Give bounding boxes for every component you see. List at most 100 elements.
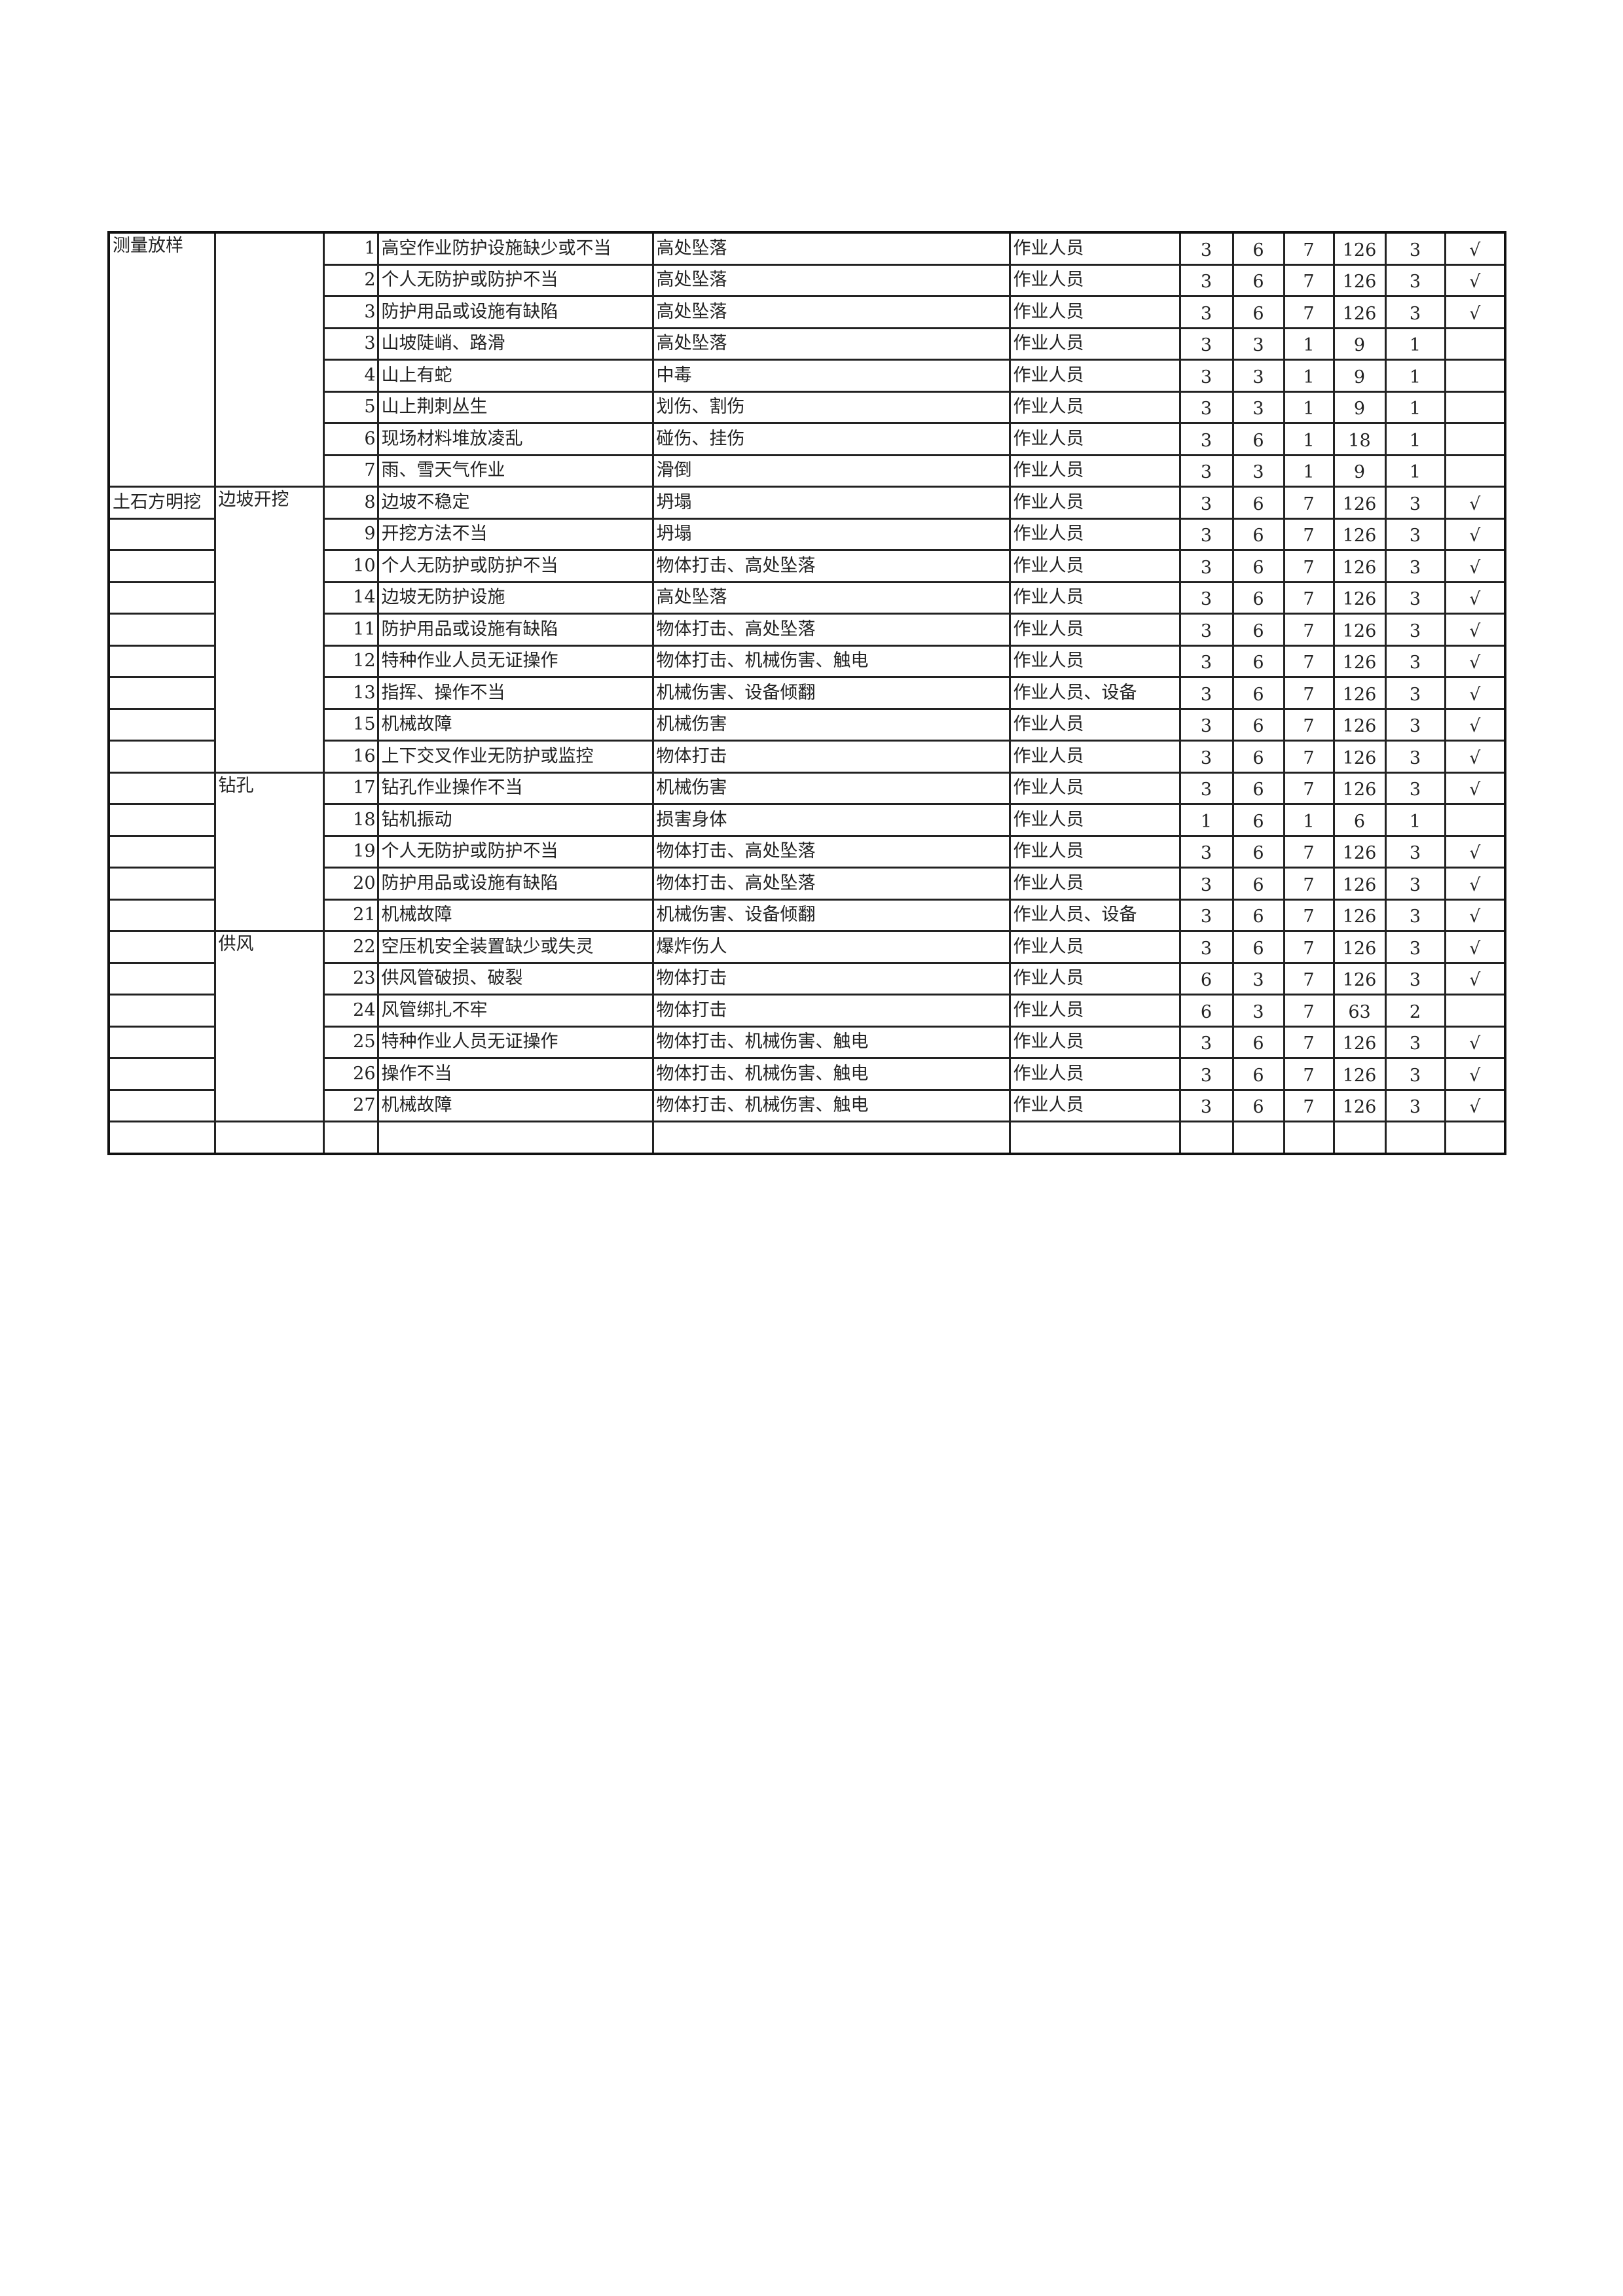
- likelihood-L: 6: [1178, 961, 1234, 996]
- affected-object: 作业人员、设备: [1008, 898, 1181, 932]
- hazard-assessment-table: 测量放样 1 高空作业防护设施缺少或不当 高处坠落 作业人员 3 6 7 126 3 √ 2 个人无防护…: [107, 231, 1506, 1155]
- consequence-C: 7: [1283, 1088, 1335, 1122]
- major-hazard-mark: [1444, 359, 1506, 393]
- affected-object: 作业人员: [1008, 263, 1181, 297]
- consequence-C: 7: [1283, 771, 1335, 805]
- consequence-C: 7: [1283, 867, 1335, 901]
- possible-accident: 物体打击、机械伤害、触电: [651, 1088, 1011, 1122]
- risk-level: 3: [1384, 231, 1446, 266]
- risk-level: 1: [1384, 390, 1446, 424]
- affected-object: 作业人员: [1008, 930, 1181, 964]
- consequence-C: 7: [1283, 898, 1335, 932]
- exposure-E: 6: [1231, 263, 1285, 297]
- likelihood-L: [1178, 1121, 1234, 1155]
- row-number: 11: [322, 613, 379, 647]
- likelihood-L: 3: [1178, 327, 1234, 361]
- exposure-E: [1231, 1121, 1285, 1155]
- likelihood-L: 1: [1178, 803, 1234, 837]
- exposure-E: 6: [1231, 231, 1285, 266]
- table-row: 26 操作不当 物体打击、机械伤害、触电 作业人员 3 6 7 126 3 √: [107, 1057, 1506, 1091]
- row-number: 21: [322, 898, 379, 932]
- possible-accident: 物体打击、高处坠落: [651, 834, 1011, 869]
- row-number: 1: [322, 231, 379, 266]
- exposure-E: 3: [1231, 359, 1285, 393]
- risk-level: 1: [1384, 359, 1446, 393]
- likelihood-L: 3: [1178, 390, 1234, 424]
- risk-score-D: 126: [1332, 867, 1387, 901]
- table-row: 21 机械故障 机械伤害、设备倾翻 作业人员、设备 3 6 7 126 3 √: [107, 898, 1506, 932]
- exposure-E: 6: [1231, 581, 1285, 615]
- possible-accident: 高处坠落: [651, 295, 1011, 329]
- table-row: 24 风管绑扎不牢 物体打击 作业人员 6 3 7 63 2: [107, 994, 1506, 1028]
- row-number: 8: [322, 486, 379, 520]
- risk-score-D: 126: [1332, 961, 1387, 996]
- hazard-factor: 雨、雪天气作业: [376, 454, 654, 488]
- risk-level: 3: [1384, 1088, 1446, 1122]
- risk-score-D: 18: [1332, 422, 1387, 456]
- row-number: 18: [322, 803, 379, 837]
- risk-level: 3: [1384, 549, 1446, 583]
- major-hazard-mark: √: [1444, 613, 1506, 647]
- affected-object: 作业人员: [1008, 1057, 1181, 1091]
- possible-accident: 划伤、割伤: [651, 390, 1011, 424]
- consequence-C: 7: [1283, 834, 1335, 869]
- row-number: 26: [322, 1057, 379, 1091]
- exposure-E: 6: [1231, 486, 1285, 520]
- row-number: 6: [322, 422, 379, 456]
- affected-object: 作业人员: [1008, 1025, 1181, 1059]
- hazard-factor: 防护用品或设施有缺陷: [376, 613, 654, 647]
- possible-accident: 高处坠落: [651, 231, 1011, 266]
- activity-cell: [107, 549, 216, 583]
- possible-accident: 碰伤、挂伤: [651, 422, 1011, 456]
- table-row: 23 供风管破损、破裂 物体打击 作业人员 6 3 7 126 3 √: [107, 961, 1506, 996]
- exposure-E: 6: [1231, 771, 1285, 805]
- table-row: 3 防护用品或设施有缺陷 高处坠落 作业人员 3 6 7 126 3 √: [109, 295, 1506, 329]
- possible-accident: 损害身体: [651, 803, 1011, 837]
- activity-cell: [107, 994, 216, 1028]
- row-number: 19: [322, 834, 379, 869]
- activity-cell: [107, 613, 216, 647]
- risk-level: 3: [1384, 1057, 1446, 1091]
- affected-object: 作业人员: [1008, 295, 1181, 329]
- likelihood-L: 3: [1178, 1057, 1234, 1091]
- exposure-E: 6: [1231, 1057, 1285, 1091]
- table-row-empty: [107, 1121, 1506, 1155]
- table-row: 27 机械故障 物体打击、机械伤害、触电 作业人员 3 6 7 126 3 √: [107, 1088, 1506, 1122]
- exposure-E: 6: [1231, 422, 1285, 456]
- exposure-E: 6: [1231, 930, 1285, 964]
- major-hazard-mark: [1444, 327, 1506, 361]
- risk-score-D: 126: [1332, 1057, 1387, 1091]
- table-row: 测量放样 1 高空作业防护设施缺少或不当 高处坠落 作业人员 3 6 7 126 3 √: [107, 231, 1506, 488]
- table-row: 13 指挥、操作不当 机械伤害、设备倾翻 作业人员、设备 3 6 7 126 3 √: [107, 676, 1506, 710]
- possible-accident: 物体打击、机械伤害、触电: [651, 1057, 1011, 1091]
- consequence-C: 7: [1283, 517, 1335, 551]
- risk-score-D: 126: [1332, 930, 1387, 964]
- possible-accident: 爆炸伤人: [651, 930, 1011, 964]
- table-row: 4 山上有蛇 中毒 作业人员 3 3 1 9 1: [109, 359, 1506, 393]
- risk-level: [1384, 1121, 1446, 1155]
- affected-object: 作业人员: [1008, 834, 1181, 869]
- affected-object: 作业人员: [1008, 327, 1181, 361]
- table-row: 10 个人无防护或防护不当 物体打击、高处坠落 作业人员 3 6 7 126 3 √: [107, 549, 1506, 583]
- activity-cell: [107, 803, 216, 837]
- risk-score-D: 126: [1332, 1025, 1387, 1059]
- activity-cell: [107, 1088, 216, 1122]
- affected-object: 作业人员: [1008, 359, 1181, 393]
- activity-cell: [107, 517, 216, 551]
- activity-cell: [107, 708, 216, 742]
- risk-level: 3: [1384, 834, 1446, 869]
- consequence-C: 7: [1283, 613, 1335, 647]
- hazard-factor: 个人无防护或防护不当: [376, 834, 654, 869]
- affected-object: 作业人员: [1008, 549, 1181, 583]
- row-number: 22: [322, 930, 379, 964]
- likelihood-L: 3: [1178, 1025, 1234, 1059]
- exposure-E: 6: [1231, 708, 1285, 742]
- consequence-C: 7: [1283, 994, 1335, 1028]
- possible-accident: 机械伤害、设备倾翻: [651, 898, 1011, 932]
- consequence-C: 7: [1283, 486, 1335, 520]
- row-number: 5: [322, 390, 379, 424]
- hazard-factor: 边坡无防护设施: [376, 581, 654, 615]
- possible-accident: 物体打击: [651, 740, 1011, 774]
- risk-level: 3: [1384, 961, 1446, 996]
- major-hazard-mark: √: [1444, 1088, 1506, 1122]
